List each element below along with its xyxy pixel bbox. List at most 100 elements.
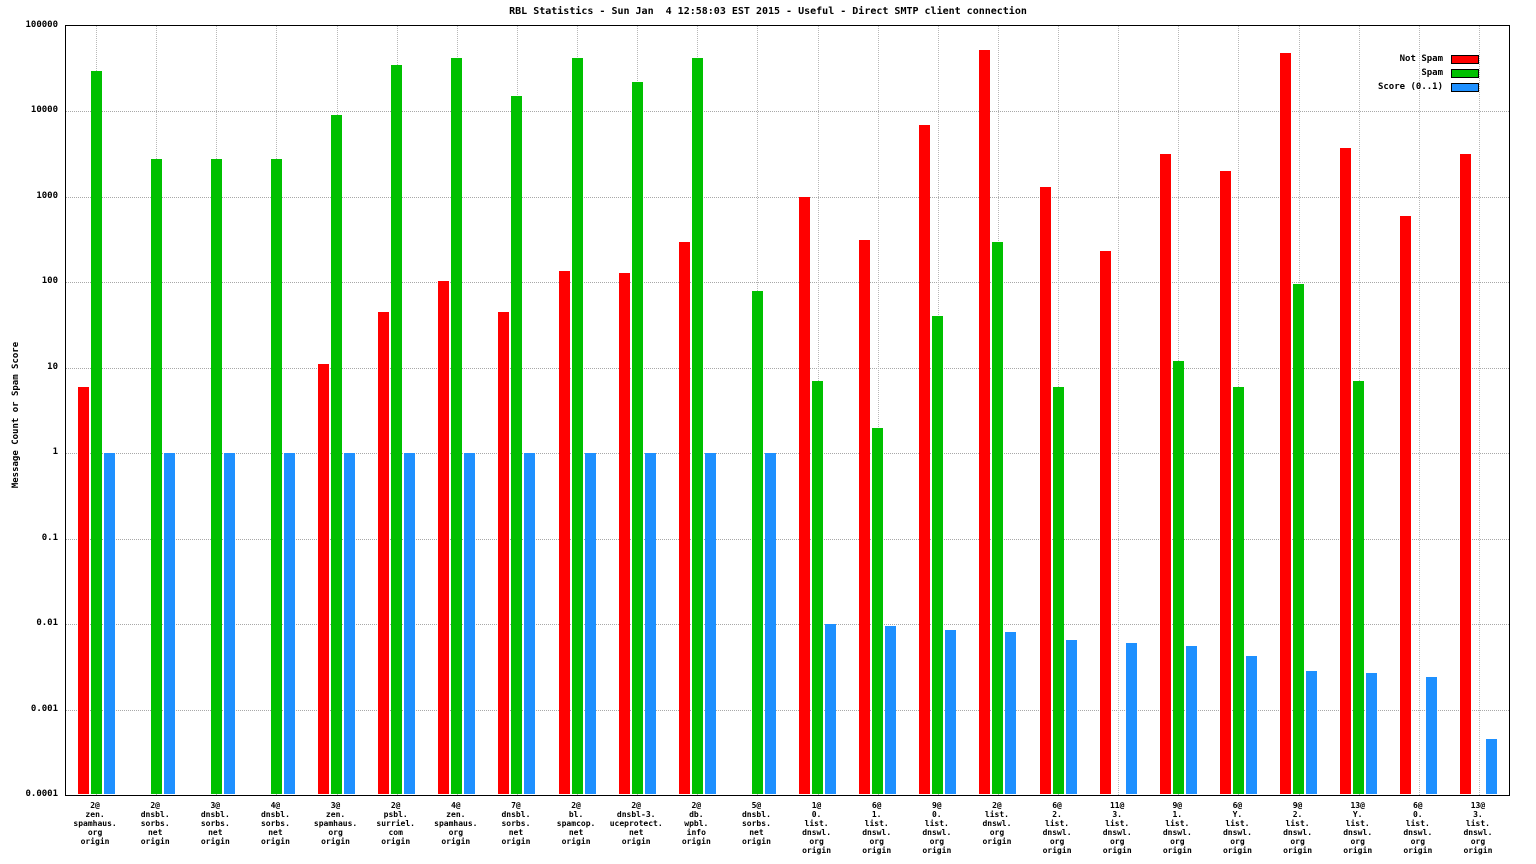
bar-spam <box>631 82 643 794</box>
y-gridline <box>66 709 1509 711</box>
bar-score-0-1 <box>103 453 115 794</box>
x-tick-label: 2@ db. wpbl. info origin <box>681 801 711 846</box>
x-tick-label: 4@ dnsbl. sorbs. net origin <box>260 801 290 846</box>
bar-spam <box>691 58 703 794</box>
x-tick-label: 1@ 0. list. dnswl. org origin <box>802 801 832 855</box>
x-tick-label: 2@ psbl. surriel. com origin <box>376 801 415 846</box>
x-gridline <box>1418 26 1420 795</box>
bar-not-spam <box>859 240 871 794</box>
y-tick-label: 0.0001 <box>25 789 58 799</box>
y-axis-label: Message Count or Spam Score <box>11 341 21 489</box>
bar-spam <box>511 96 523 794</box>
x-tick-label: 6@ 2. list. dnswl. org origin <box>1042 801 1072 855</box>
bar-not-spam <box>618 272 630 794</box>
bar-score-0-1 <box>825 624 837 794</box>
bar-spam <box>812 381 824 794</box>
x-tick-label: 11@ 3. list. dnswl. org origin <box>1102 801 1132 855</box>
x-gridline <box>877 26 879 795</box>
bar-not-spam <box>1280 53 1292 794</box>
y-tick-label: 1000 <box>36 190 58 201</box>
bar-spam <box>1293 284 1305 794</box>
y-gridline <box>66 538 1509 540</box>
bar-spam <box>1052 386 1064 794</box>
bar-not-spam <box>1159 153 1171 794</box>
x-tick-label: 2@ dnsbl-3. uceprotect. net origin <box>609 801 663 846</box>
legend-entry-not-spam: Not Spam <box>1378 54 1479 64</box>
bar-spam <box>90 70 102 794</box>
bar-spam <box>150 158 162 794</box>
x-gridline <box>1118 26 1120 795</box>
y-tick-label: 10 <box>47 361 58 372</box>
y-gridline <box>66 624 1509 626</box>
bar-not-spam <box>678 241 690 794</box>
bar-spam <box>270 158 282 794</box>
x-tick-label: 9@ 2. list. dnswl. org origin <box>1283 801 1313 855</box>
bar-score-0-1 <box>1486 739 1498 794</box>
bar-not-spam <box>1219 171 1231 794</box>
bar-score-0-1 <box>1005 632 1017 794</box>
x-tick-label: 6@ 0. list. dnswl. org origin <box>1403 801 1433 855</box>
bar-not-spam <box>1039 187 1051 794</box>
bar-spam <box>872 427 884 794</box>
bar-score-0-1 <box>1426 677 1438 794</box>
bar-score-0-1 <box>524 453 536 794</box>
y-tick-label: 0.1 <box>41 532 58 543</box>
x-tick-label: 6@ 1. list. dnswl. org origin <box>862 801 892 855</box>
x-tick-label: 4@ zen. spamhaus. org origin <box>434 801 478 846</box>
bar-not-spam <box>1099 251 1111 794</box>
x-tick-label: 13@ Y. list. dnswl. org origin <box>1343 801 1373 855</box>
x-tick-label: 2@ zen. spamhaus. org origin <box>73 801 117 846</box>
bar-spam <box>992 241 1004 794</box>
y-gridline <box>66 453 1509 455</box>
bar-spam <box>932 316 944 794</box>
bar-score-0-1 <box>283 453 295 794</box>
y-tick-label: 100000 <box>25 20 58 30</box>
bar-spam <box>391 64 403 794</box>
bar-spam <box>1232 386 1244 794</box>
bar-spam <box>451 58 463 794</box>
x-tick-label: 9@ 1. list. dnswl. org origin <box>1162 801 1192 855</box>
bar-score-0-1 <box>1306 671 1318 794</box>
legend-label: Score (0..1) <box>1377 82 1443 92</box>
x-tick-label: 2@ list. dnswl. org origin <box>982 801 1012 846</box>
bar-score-0-1 <box>945 630 957 794</box>
legend-swatch <box>1451 68 1479 78</box>
bar-not-spam <box>438 280 450 794</box>
x-tick-label: 13@ 3. list. dnswl. org origin <box>1463 801 1493 855</box>
bar-not-spam <box>1400 215 1412 794</box>
x-tick-label: 3@ dnsbl. sorbs. net origin <box>200 801 230 846</box>
chart-title: RBL Statistics - Sun Jan 4 12:58:03 EST … <box>509 6 1027 17</box>
legend-label: Not Spam <box>1399 54 1443 64</box>
legend-swatch <box>1451 82 1479 92</box>
y-gridline <box>66 367 1509 369</box>
bar-not-spam <box>77 386 89 794</box>
plot-area: Not Spam Spam Score (0..1) <box>65 25 1510 796</box>
y-tick-label: 0.01 <box>36 618 58 629</box>
legend-label: Spam <box>1421 68 1443 78</box>
legend-swatch <box>1451 54 1479 64</box>
bar-score-0-1 <box>404 453 416 794</box>
bar-not-spam <box>919 124 931 794</box>
y-gridline <box>66 111 1509 113</box>
bar-score-0-1 <box>1185 646 1197 794</box>
x-tick-label: 6@ Y. list. dnswl. org origin <box>1222 801 1252 855</box>
bar-not-spam <box>498 311 510 794</box>
bar-not-spam <box>1340 148 1352 794</box>
bar-spam <box>331 115 343 794</box>
x-tick-label: 7@ dnsbl. sorbs. net origin <box>501 801 531 846</box>
bar-not-spam <box>318 364 330 794</box>
bar-score-0-1 <box>223 453 235 794</box>
bar-score-0-1 <box>344 453 356 794</box>
y-gridline <box>66 282 1509 284</box>
bar-score-0-1 <box>644 453 656 794</box>
bar-not-spam <box>799 196 811 794</box>
legend-entry-spam: Spam <box>1378 68 1479 78</box>
legend-entry-score-0-1: Score (0..1) <box>1378 82 1479 92</box>
y-tick-label: 10000 <box>30 105 58 116</box>
y-tick-label: 1 <box>52 447 58 458</box>
x-tick-label: 3@ zen. spamhaus. org origin <box>313 801 358 846</box>
bar-score-0-1 <box>1065 640 1077 794</box>
x-tick-label: 2@ dnsbl. sorbs. net origin <box>140 801 170 846</box>
x-tick-label: 2@ bl. spamcop. net origin <box>556 801 596 846</box>
